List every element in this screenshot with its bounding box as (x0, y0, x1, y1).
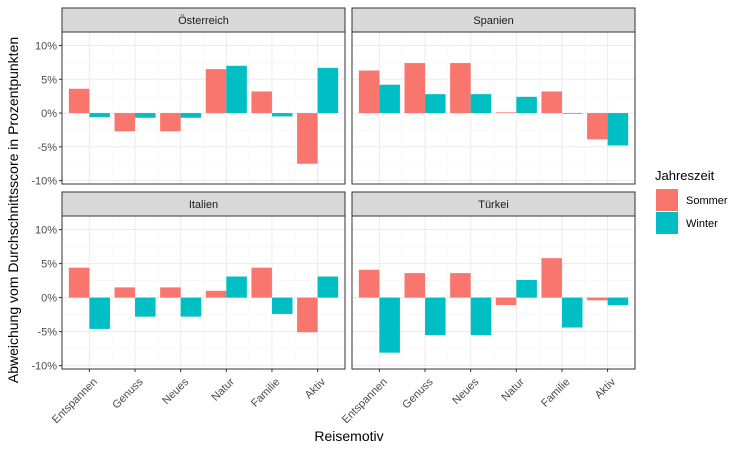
facet-strip (351, 191, 636, 217)
x-tick-label: Aktiv (303, 376, 329, 402)
legend-swatch-winter (656, 212, 678, 234)
bar-winter (425, 297, 446, 335)
facet-strip (61, 7, 346, 33)
y-tick-label: -10% (31, 176, 57, 188)
panel-border (351, 31, 636, 185)
x-tick-label: Natur (499, 376, 527, 404)
bar-winter (271, 297, 293, 314)
bar-sommer (495, 297, 517, 306)
y-tick-label: 10% (35, 41, 57, 53)
x-tick-label: Aktiv (593, 376, 619, 402)
x-tick-labels: Entspannen Genuss Neues Natur Familie Aktiv En… (50, 376, 619, 426)
facet-panel: Italien -10% -5% 0% 5% 10% (31, 191, 346, 373)
bar-sommer (114, 113, 136, 132)
panels-group: Österreich -10% -5% 0% 5% 10% Spanien Italien -1… (31, 7, 636, 373)
facet-panel: Spanien (351, 7, 636, 185)
bar-winter (89, 297, 110, 329)
bar-sommer (297, 113, 318, 164)
bar-winter (607, 113, 629, 146)
bar-sommer (404, 63, 426, 114)
bar-winter (226, 276, 247, 298)
bar-sommer (68, 267, 90, 298)
bar-winter (561, 113, 583, 114)
bar-sommer (297, 297, 318, 333)
bar-winter (516, 279, 537, 298)
bar-sommer (114, 287, 136, 298)
bar-winter (561, 297, 583, 328)
y-tick-label: 0% (41, 293, 57, 305)
x-tick-label: Entspannen (340, 376, 390, 426)
bar-sommer (205, 69, 227, 114)
x-tick-label: Neues (160, 376, 191, 407)
bar-sommer (541, 91, 562, 114)
bar-sommer (251, 267, 272, 298)
bar-sommer (587, 297, 608, 301)
y-tick-label: -10% (31, 361, 57, 373)
bar-sommer (358, 70, 380, 114)
x-tick-label: Genuss (110, 376, 146, 412)
legend-label-winter: Winter (686, 218, 718, 230)
bar-sommer (160, 113, 181, 132)
bar-winter (379, 297, 400, 353)
x-tick-label: Neues (450, 376, 481, 407)
x-axis-title: Reisemotiv (314, 428, 383, 444)
facet-title: Türkei (478, 199, 509, 211)
bar-sommer (541, 258, 562, 298)
bar-sommer (205, 290, 227, 298)
bar-sommer (450, 63, 471, 114)
bar-sommer (68, 88, 90, 114)
x-tick-label: Entspannen (50, 376, 100, 426)
panel-border (61, 31, 346, 185)
facet-title: Italien (189, 199, 218, 211)
facet-panel: Türkei (351, 191, 636, 372)
bar-winter (89, 113, 110, 118)
y-tick-label: 10% (35, 225, 57, 237)
bar-winter (425, 94, 446, 114)
bar-sommer (358, 269, 380, 298)
y-axis-title: Abweichung vom Durchschnittsscore in Pro… (5, 37, 21, 383)
x-tick-label: Natur (209, 376, 237, 404)
bar-winter (516, 96, 537, 114)
bar-sommer (404, 273, 426, 298)
bar-winter (317, 276, 339, 298)
bar-winter (180, 113, 202, 118)
x-tick-label: Familie (539, 376, 573, 410)
facet-title: Spanien (473, 15, 513, 27)
legend-title: Jahreszeit (655, 168, 715, 183)
y-tick-label: 5% (41, 74, 57, 86)
bar-winter (470, 94, 492, 114)
legend-swatch-sommer (656, 189, 678, 211)
y-tick-label: 5% (41, 259, 57, 271)
bar-winter (180, 297, 202, 317)
x-tick-label: Genuss (400, 376, 436, 412)
legend: Jahreszeit Sommer Winter (655, 168, 728, 234)
bar-sommer (587, 113, 608, 140)
panel-border (351, 215, 636, 370)
facet-strip (61, 191, 346, 217)
bar-sommer (160, 287, 181, 298)
bar-winter (607, 297, 629, 306)
y-tick-label: -5% (37, 327, 57, 339)
x-tick-label: Familie (249, 376, 283, 410)
panel-border (61, 215, 346, 370)
y-tick-label: -5% (37, 142, 57, 154)
bar-winter (135, 113, 156, 118)
bar-winter (379, 84, 400, 114)
bar-winter (135, 297, 156, 317)
bar-sommer (495, 112, 517, 114)
bar-winter (317, 67, 339, 114)
facet-title: Österreich (178, 15, 229, 27)
bar-winter (271, 113, 293, 117)
bar-sommer (450, 273, 471, 298)
y-tick-label: 0% (41, 108, 57, 120)
legend-items: Sommer Winter (656, 189, 728, 234)
facet-panel: Österreich -10% -5% 0% 5% 10% (31, 7, 346, 188)
legend-label-sommer: Sommer (686, 195, 728, 207)
bar-sommer (251, 91, 272, 114)
bar-winter (226, 65, 247, 114)
bar-winter (470, 297, 492, 335)
